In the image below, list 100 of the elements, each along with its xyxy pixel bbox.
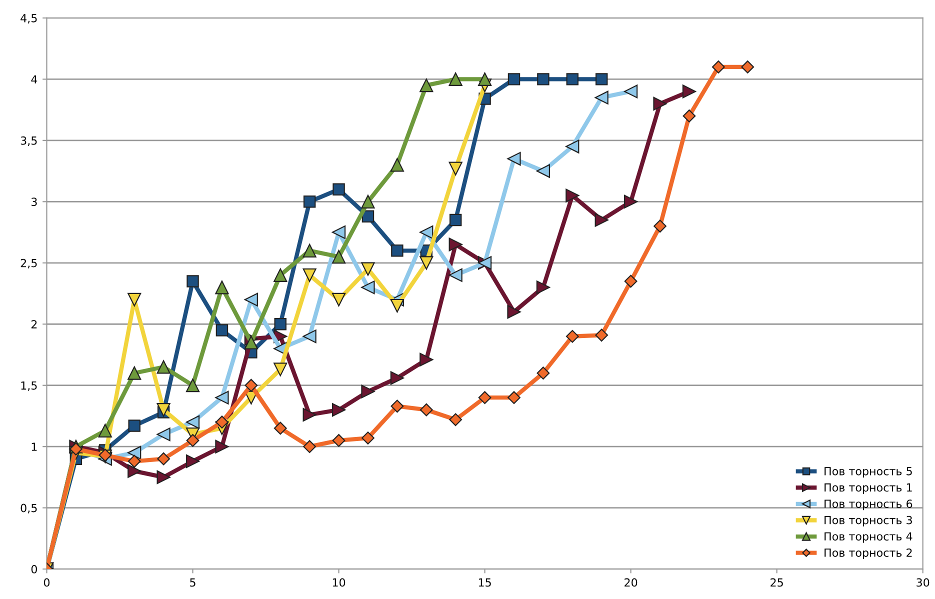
x-tick-label: 10	[332, 578, 346, 587]
y-tick-label: 4	[31, 75, 38, 84]
point	[507, 305, 521, 319]
point	[186, 378, 200, 392]
point	[128, 454, 141, 468]
point	[215, 440, 229, 454]
point	[654, 220, 666, 233]
point	[186, 275, 199, 288]
point	[216, 324, 228, 336]
point	[478, 391, 492, 404]
point	[274, 318, 286, 330]
point	[448, 162, 462, 176]
point	[682, 109, 696, 122]
x-tick-label: 0	[44, 578, 50, 587]
point	[156, 403, 170, 417]
point	[361, 280, 375, 294]
x-tick-label: 25	[770, 578, 783, 587]
point	[303, 196, 316, 208]
point	[391, 244, 404, 257]
x-tick-label: 30	[916, 578, 930, 587]
point	[361, 262, 375, 276]
point	[156, 470, 170, 484]
y-tick-label: 2	[31, 320, 37, 328]
point	[420, 403, 433, 416]
point	[390, 298, 404, 313]
point	[566, 73, 579, 86]
y-tick-label: 2,5	[20, 258, 37, 268]
point	[420, 225, 434, 240]
x-tick-label: 20	[624, 578, 638, 587]
point	[215, 390, 229, 404]
point	[566, 188, 580, 202]
point	[186, 415, 200, 429]
point	[186, 454, 200, 468]
point	[390, 158, 404, 172]
x-tick-label: 15	[478, 578, 491, 587]
point	[448, 72, 462, 86]
point	[595, 328, 608, 342]
point	[420, 352, 434, 366]
point	[302, 408, 316, 422]
point	[332, 434, 346, 447]
point	[302, 330, 316, 344]
point	[156, 428, 170, 442]
point	[508, 73, 520, 86]
point	[449, 413, 462, 426]
point	[653, 96, 667, 110]
point	[274, 422, 287, 435]
y-tick-label: 1,5	[21, 381, 37, 391]
y-tick-label: 3,5	[20, 136, 37, 146]
point	[478, 72, 492, 86]
point	[128, 446, 142, 460]
point	[596, 73, 608, 86]
point	[508, 391, 520, 404]
point	[536, 280, 550, 294]
point	[244, 336, 258, 350]
y-tick-label: 1	[32, 442, 37, 451]
legend-label: Пов торность 1	[824, 483, 912, 494]
point	[98, 424, 112, 438]
y-tick-label: 3	[32, 198, 37, 206]
point	[128, 292, 142, 306]
legend-label: Пов торность 4	[824, 532, 912, 543]
point	[157, 452, 170, 466]
point	[537, 73, 550, 86]
point	[302, 268, 316, 282]
point	[128, 420, 140, 432]
point	[741, 60, 754, 74]
legend-label: Пов торность 6	[824, 500, 912, 510]
point	[332, 403, 346, 417]
point	[303, 440, 316, 454]
point	[449, 214, 462, 226]
point	[507, 152, 521, 166]
point	[566, 140, 580, 154]
point	[332, 292, 346, 306]
point	[216, 416, 228, 429]
point	[361, 194, 375, 208]
point	[302, 244, 316, 258]
point	[244, 378, 258, 392]
point	[390, 371, 404, 385]
point	[420, 256, 434, 270]
point	[362, 210, 374, 222]
y-tick-label: 4,5	[20, 14, 37, 24]
legend-label: Пов торность 2	[824, 548, 912, 560]
point	[274, 268, 288, 282]
point	[332, 250, 346, 264]
point	[682, 84, 696, 98]
point	[536, 366, 550, 380]
point	[624, 194, 638, 208]
point	[362, 432, 374, 444]
point	[215, 280, 229, 294]
point	[448, 268, 462, 282]
point	[448, 238, 462, 252]
point	[566, 330, 579, 343]
point	[128, 464, 142, 478]
point	[536, 164, 550, 178]
legend-label: Пов торность 5	[824, 467, 912, 478]
point	[712, 60, 725, 74]
point	[361, 384, 375, 398]
point	[594, 90, 608, 104]
point	[332, 183, 345, 196]
point	[624, 84, 638, 98]
point	[186, 434, 200, 447]
